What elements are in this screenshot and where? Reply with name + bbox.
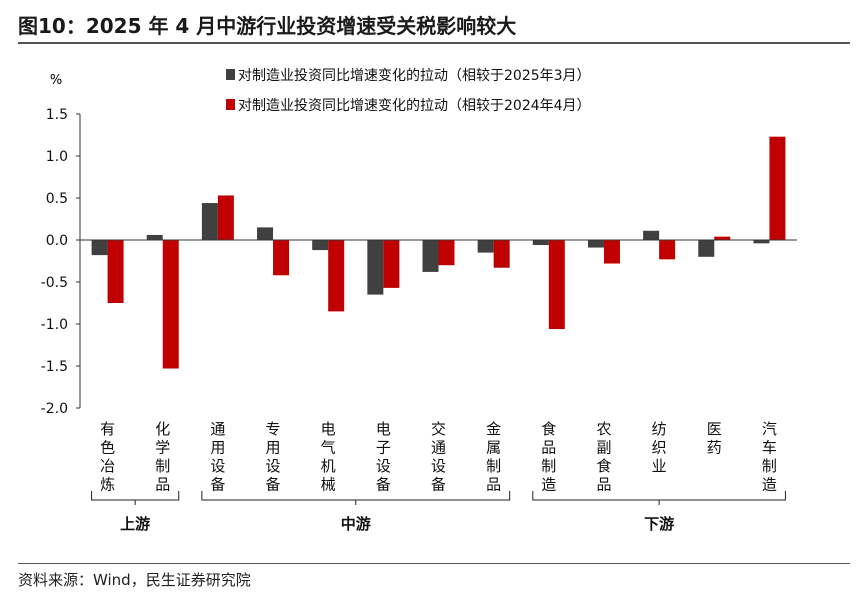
bar-series-2 [603,240,620,264]
source-note: 资料来源：Wind，民生证券研究院 [18,571,251,589]
y-tick-label: -0.5 [41,275,68,291]
x-axis-labels: 有色冶炼 化学制品 通用设备 专用设备 电气机械 电子设备 交通设备 金属制品 食品制造 农副食品… [100,420,777,494]
bar-series-2 [493,240,510,268]
bar-series-2 [217,195,234,240]
group-label: 中游 [341,515,371,533]
group-label: 下游 [644,515,674,533]
bar-series-1 [643,230,660,240]
bar-series-2 [548,240,565,330]
y-tick-label: 1.0 [46,149,68,165]
x-tick-label: 通用设备 [210,420,225,494]
bar-series-1 [312,240,329,251]
bar-series-1 [367,240,384,295]
bar-series-1 [201,203,218,240]
bars [80,136,797,369]
x-tick-label: 汽车制造 [762,420,777,494]
y-tick-label: 0.5 [46,191,68,207]
bar-series-1 [587,240,604,248]
bar-series-1 [146,234,163,240]
group-bracket [201,491,511,501]
bar-series-2 [107,240,124,303]
bar-series-1 [698,240,715,257]
legend-label: 对制造业投资同比增速变化的拉动（相较于2024年4月） [238,98,591,114]
bar-series-2 [328,240,345,312]
bar-series-2 [438,240,455,266]
y-axis-unit: % [50,73,62,88]
bar-series-2 [659,240,676,260]
y-axis: 1.5 1.0 0.5 0.0 -0.5 -1.0 -1.5 -2.0 [41,107,81,417]
y-tick-label: -1.0 [41,317,68,333]
legend-label: 对制造业投资同比增速变化的拉动（相较于2025年3月） [238,68,591,84]
bar-series-2 [769,136,786,240]
legend: 对制造业投资同比增速变化的拉动（相较于2025年3月） 对制造业投资同比增速变化的… [226,68,591,114]
bar-series-2 [162,240,179,369]
bar-series-2 [714,236,731,240]
source-rule [18,563,850,564]
y-tick-label: 0.0 [46,233,68,249]
y-tick-label: -2.0 [41,401,68,417]
bar-series-1 [753,240,770,244]
category-groups: 上游 中游 下游 [91,491,786,533]
bar-series-1 [477,240,494,253]
bar-series-2 [273,240,290,276]
legend-swatch [226,69,235,80]
bar-series-1 [91,240,108,256]
x-tick-label: 食品制造 [541,420,556,494]
x-tick-label: 化学制品 [155,420,170,494]
bar-series-1 [422,240,439,272]
bar-series-2 [383,240,400,288]
x-tick-label: 医药 [707,420,722,457]
group-label: 上游 [120,515,150,533]
bar-series-1 [257,227,274,240]
x-tick-label: 农副食品 [596,420,611,494]
bar-series-1 [532,240,549,246]
figure-title: 图10：2025 年 4 月中游行业投资增速受关税影响较大 [18,14,517,38]
x-tick-label: 专用设备 [266,420,281,494]
legend-swatch [226,99,235,110]
x-tick-label: 有色冶炼 [100,420,115,494]
y-tick-label: 1.5 [46,107,68,123]
x-tick-label: 电气机械 [321,420,336,494]
x-tick-label: 交通设备 [431,420,446,494]
x-tick-label: 电子设备 [376,420,391,494]
y-tick-label: -1.5 [41,359,68,375]
title-rule [18,42,850,44]
x-tick-label: 金属制品 [486,420,501,494]
group-bracket [532,491,786,501]
x-tick-label: 纺织业 [652,420,667,475]
